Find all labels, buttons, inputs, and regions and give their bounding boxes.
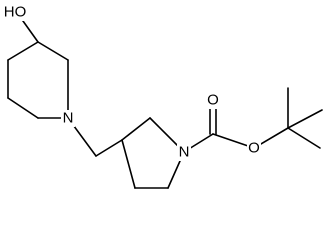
bond xyxy=(121,117,151,141)
bonds xyxy=(7,13,323,189)
label-mask xyxy=(206,92,220,109)
bond xyxy=(7,97,39,119)
label-mask xyxy=(177,144,191,161)
label-mask xyxy=(2,3,28,21)
bond xyxy=(287,127,321,149)
atom-label: HO xyxy=(4,4,27,21)
bond xyxy=(121,139,136,189)
atom-labels: HO N N O O xyxy=(2,3,261,161)
atom-label: N xyxy=(179,144,190,161)
atom-label: O xyxy=(248,140,260,157)
label-mask xyxy=(247,140,261,157)
atom-label: N xyxy=(63,110,74,127)
bond xyxy=(7,41,39,61)
atom-label: O xyxy=(207,92,219,109)
bond xyxy=(287,109,323,129)
label-mask xyxy=(61,110,75,127)
bond xyxy=(37,41,69,61)
structure-diagram: HO N N O O xyxy=(2,3,323,189)
bond xyxy=(95,139,123,157)
